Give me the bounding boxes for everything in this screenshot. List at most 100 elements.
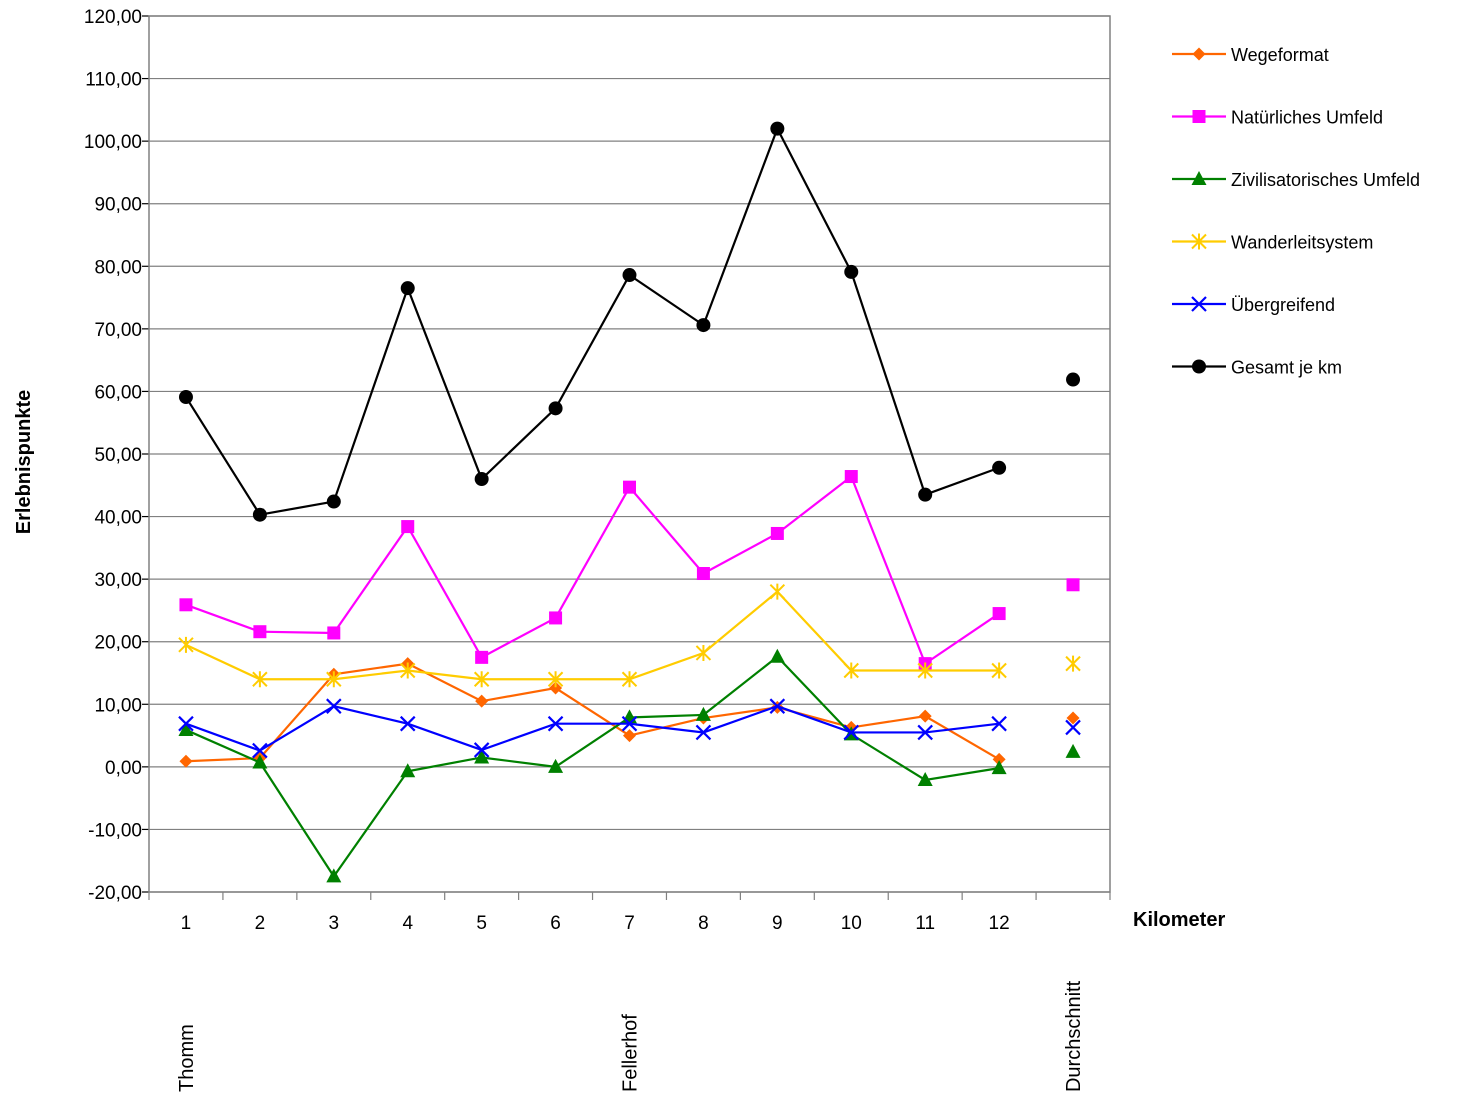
series-line (185, 655, 1000, 879)
y-tick-label: 80,00 (94, 257, 142, 278)
data-point (991, 662, 1007, 679)
data-point (400, 281, 415, 296)
data-point (547, 715, 564, 732)
legend-label: Natürliches Umfeld (1231, 108, 1383, 128)
x-tick-label: 4 (402, 913, 413, 934)
legend-entry: Wegeformat (1172, 45, 1329, 65)
data-point (549, 681, 563, 695)
data-point (178, 390, 193, 405)
plot-area (148, 15, 1111, 893)
data-point (1191, 171, 1207, 185)
legend-label: Zivilisatorisches Umfeld (1231, 170, 1420, 190)
data-point (622, 268, 637, 283)
series-2 (178, 648, 1081, 883)
legend-entry: Gesamt je km (1172, 358, 1342, 378)
data-point (623, 480, 636, 494)
data-point (1065, 655, 1081, 672)
data-point (843, 724, 860, 741)
data-point (327, 626, 341, 640)
x-tick-label: 12 (989, 913, 1010, 934)
series-line (185, 662, 1000, 763)
x-tick-label: 2 (255, 913, 266, 934)
data-point (401, 520, 415, 534)
y-tick-label: 10,00 (94, 695, 142, 716)
data-point (621, 671, 638, 688)
x-axis-title: Kilometer (1133, 909, 1225, 931)
legend-entry: Zivilisatorisches Umfeld (1172, 170, 1420, 190)
series-line (185, 704, 1000, 752)
data-point (769, 583, 786, 600)
data-point (769, 648, 785, 663)
legend-entry: Natürliches Umfeld (1172, 108, 1383, 128)
y-axis-title: Erlebnispunkte (13, 390, 35, 534)
legend-entry: Übergreifend (1172, 295, 1335, 315)
y-tick-label: 20,00 (94, 633, 142, 654)
data-point (1191, 296, 1207, 312)
y-tick-label: 40,00 (94, 508, 142, 529)
legend: Wegeformat Natürliches Umfeld Zivilisatori… (1172, 45, 1420, 378)
data-point (1192, 47, 1206, 61)
legend-label: Übergreifend (1231, 295, 1335, 315)
y-tick-label: 90,00 (94, 195, 142, 216)
data-point (917, 662, 933, 679)
data-point (696, 567, 710, 581)
y-tick-label: 70,00 (94, 320, 142, 341)
series-line (185, 474, 1000, 666)
series-4 (178, 698, 1081, 759)
legend-entry: Wanderleitsystem (1172, 233, 1373, 253)
data-point (179, 754, 193, 768)
data-point (695, 706, 711, 721)
x-category-sublabel: Thomm (176, 1024, 198, 1092)
data-point (1066, 578, 1080, 592)
data-point (326, 868, 342, 883)
data-point (917, 724, 933, 741)
data-point (992, 607, 1006, 621)
data-point (844, 264, 859, 279)
y-tick-label: -10,00 (88, 820, 142, 841)
y-tick-label: 60,00 (94, 382, 142, 403)
data-point (1192, 359, 1206, 374)
x-axis-ticks: 1 Thomm 2 3 4 5 6 7 Fellerhof 8 9 10 11 12 Durchschnit… (148, 892, 1111, 1092)
data-point (623, 729, 636, 743)
y-tick-label: 50,00 (94, 445, 142, 466)
data-point (1066, 711, 1080, 725)
data-point (399, 715, 416, 732)
y-axis-ticks: -20,00 -10,00 0,00 10,00 20,00 30,00 40,00 50,0… (84, 7, 149, 904)
data-point (548, 758, 564, 773)
data-point (696, 318, 711, 333)
series-layer (178, 121, 1081, 883)
y-tick-label: 120,00 (84, 7, 142, 28)
data-point (400, 763, 416, 778)
series-line (185, 125, 1000, 516)
series-5 (178, 121, 1081, 522)
data-point (917, 771, 933, 786)
data-point (326, 494, 341, 509)
y-tick-label: 0,00 (105, 758, 142, 779)
gridlines (149, 15, 1110, 893)
x-tick-label: 3 (329, 913, 340, 934)
data-point (549, 611, 563, 625)
data-point (695, 724, 712, 741)
y-tick-label: 100,00 (84, 132, 142, 153)
legend-label: Wegeformat (1231, 45, 1329, 65)
y-tick-label: -20,00 (88, 883, 142, 904)
data-point (991, 715, 1007, 732)
x-tick-label: 5 (476, 913, 487, 934)
data-point (547, 671, 564, 688)
data-point (918, 709, 932, 723)
data-point (252, 671, 268, 688)
data-point (252, 507, 267, 522)
data-point (991, 760, 1007, 775)
data-point (1192, 110, 1206, 123)
data-point (178, 721, 194, 736)
data-point (843, 662, 859, 679)
data-point (252, 742, 268, 759)
data-point (844, 470, 858, 484)
legend-label: Gesamt je km (1231, 358, 1342, 378)
series-3 (178, 583, 1081, 688)
data-point (475, 650, 489, 664)
data-point (473, 671, 490, 688)
data-point (695, 644, 712, 661)
data-point (1065, 719, 1081, 736)
